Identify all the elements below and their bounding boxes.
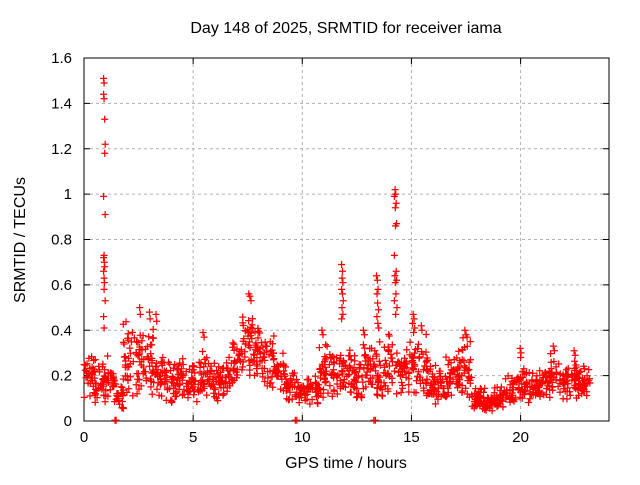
x-axis-label: GPS time / hours (285, 455, 407, 472)
x-tick-label: 0 (80, 429, 88, 446)
x-tick-label: 15 (403, 429, 420, 446)
y-tick-label: 0 (64, 413, 72, 430)
scatter-points (80, 74, 594, 424)
x-tick-label: 20 (512, 429, 529, 446)
y-tick-label: 1.6 (51, 50, 72, 67)
chart-title: Day 148 of 2025, SRMTID for receiver iam… (190, 20, 501, 37)
y-tick-label: 0.6 (51, 277, 72, 294)
x-tick-label: 10 (294, 429, 311, 446)
y-tick-label: 1 (64, 186, 72, 203)
y-tick-label: 0.8 (51, 232, 72, 249)
plot-area-border (83, 57, 610, 422)
x-tick-label: 5 (189, 429, 197, 446)
axis-tick-labels: 0 5 10 15 20 0 0.2 0.4 0.6 0.8 1 1.2 1.4 1.6 (51, 50, 529, 446)
y-tick-label: 1.2 (51, 141, 72, 158)
y-axis-label: SRMTID / TECUs (12, 177, 29, 303)
y-tick-label: 1.4 (51, 95, 72, 112)
y-tick-label: 0.2 (51, 368, 72, 385)
y-tick-label: 0.4 (51, 322, 72, 339)
